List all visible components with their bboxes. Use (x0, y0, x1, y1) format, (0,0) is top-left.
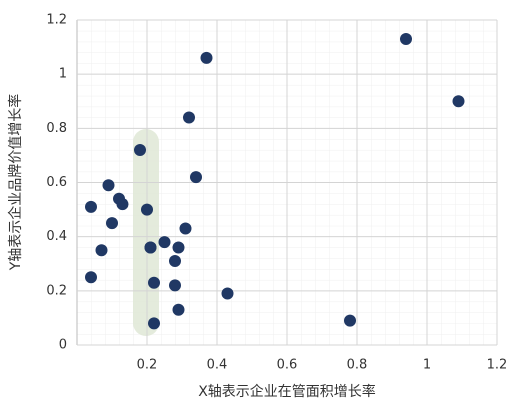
x-tick-label: 1.2 (487, 358, 508, 373)
point (452, 95, 465, 108)
x-tick-label: 0.8 (347, 358, 368, 373)
y-tick-label: 0.6 (46, 175, 67, 190)
x-tick-label: 0.6 (277, 358, 298, 373)
y-tick-label: 0.4 (46, 229, 67, 244)
y-tick-label: 0 (59, 338, 67, 353)
point (169, 255, 181, 268)
point (144, 241, 157, 254)
point (179, 222, 192, 235)
y-tick-label: 1.2 (46, 13, 67, 28)
point (148, 317, 160, 330)
point (200, 51, 213, 64)
point (134, 144, 146, 156)
highlight-band (133, 129, 159, 336)
point (190, 171, 202, 184)
point (85, 200, 97, 213)
x-tick-label: 1 (423, 358, 431, 373)
point (400, 32, 412, 45)
point (102, 179, 115, 192)
x-axis-label: X轴表示企业在管面积增长率 (198, 383, 376, 400)
y-axis-label: Y轴表示企业品牌价值增长率 (7, 94, 24, 272)
point (141, 203, 153, 216)
y-tick-label: 1 (59, 67, 67, 82)
y-tick-label: 0.8 (46, 121, 67, 136)
x-tick-label: 0.4 (207, 358, 228, 373)
point (95, 244, 108, 257)
y-tick-label: 0.2 (46, 283, 67, 298)
point (344, 314, 356, 327)
point (183, 111, 195, 124)
point (172, 241, 185, 254)
point (172, 303, 185, 316)
point (106, 217, 118, 230)
point (85, 271, 97, 284)
point (158, 236, 171, 249)
point (169, 279, 181, 292)
point (148, 276, 160, 289)
x-tick-label: 0.2 (137, 358, 158, 373)
point (221, 287, 234, 300)
point (116, 198, 129, 211)
